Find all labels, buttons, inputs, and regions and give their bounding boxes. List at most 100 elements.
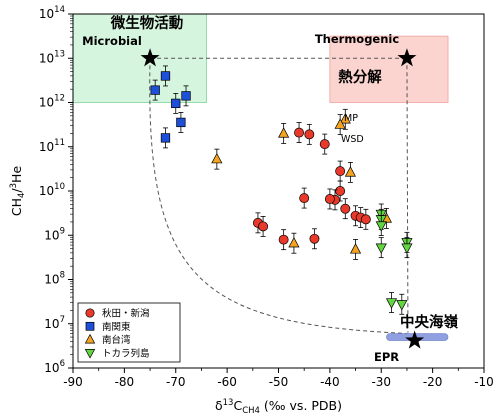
region-layer (72, 13, 449, 103)
y-tick-label: 107 (44, 315, 65, 331)
x-tick-label: -20 (423, 375, 443, 389)
marker-square (160, 71, 171, 81)
marker-square (181, 91, 191, 101)
data-point (335, 160, 346, 182)
y-tick-label: 1010 (39, 182, 65, 198)
x-tick-label: -60 (217, 375, 237, 389)
marker-square (176, 117, 186, 128)
y-tick-label: 106 (44, 359, 65, 375)
annotation-mp: MP (344, 113, 358, 124)
data-point (171, 92, 181, 114)
marker-triangle-down (375, 243, 387, 254)
star-thermogenic-end (397, 48, 417, 67)
y-tick-label: 1012 (39, 94, 65, 110)
legend-label: 秋田・新潟 (102, 308, 150, 320)
mixing-line-right (406, 58, 409, 333)
data-point (344, 162, 357, 183)
x-tick-label: -30 (371, 375, 391, 389)
y-tick-label: 1011 (39, 138, 65, 154)
legend-label: 南関東 (102, 321, 131, 333)
y-axis-title: CH4/3He (9, 166, 27, 217)
data-point (160, 127, 171, 149)
x-axis-title: δ13CCH4 (‰ vs. PDB) (215, 398, 342, 416)
data-point (299, 187, 310, 209)
end-member-layer (140, 48, 425, 349)
data-point-layer (150, 65, 413, 315)
marker-triangle-up (339, 113, 351, 124)
data-point (258, 215, 269, 237)
data-point (340, 198, 351, 220)
marker-circle (324, 194, 335, 204)
y-tick-label: 1014 (39, 5, 65, 21)
region-microbial-ja-label: 微生物活動 (110, 14, 184, 32)
data-point (375, 237, 387, 259)
x-tick-label: -40 (320, 375, 340, 389)
region-thermogenic-label: Thermogenic (315, 32, 400, 46)
marker-triangle-down (401, 243, 413, 254)
y-tick-label: 108 (44, 271, 65, 287)
data-point (396, 293, 408, 315)
marker-circle (340, 203, 351, 214)
region-microbial-label: Microbial (82, 34, 142, 48)
marker-circle (294, 127, 304, 138)
data-point (211, 148, 223, 170)
marker-square (160, 133, 171, 143)
annotation-wsd: WSD (341, 134, 364, 145)
marker-triangle-up (344, 166, 357, 177)
data-point (349, 239, 362, 260)
annotation-layer: 微生物活動 Microbial Thermogenic 熱分解 MP WSD 中央海嶺 EPR (82, 14, 458, 364)
data-point (360, 208, 371, 230)
marker-triangle-up (288, 236, 300, 248)
mixing-curve-microbial (149, 58, 407, 334)
x-tick-label: -90 (63, 375, 83, 389)
marker-circle (278, 234, 289, 245)
data-point (319, 133, 330, 155)
data-point (150, 79, 160, 101)
marker-triangle-down (396, 300, 408, 311)
marker-circle (309, 233, 320, 244)
marker-triangle-up (349, 243, 362, 254)
marker-circle (304, 129, 315, 140)
annotation-epr: EPR (374, 350, 399, 364)
marker-square (150, 85, 160, 95)
marker-triangle-up (278, 127, 290, 138)
data-point (324, 188, 335, 210)
data-point (309, 228, 320, 250)
data-point (176, 112, 186, 133)
marker-circle (299, 193, 310, 204)
marker-circle (360, 214, 371, 225)
marker-triangle-up (334, 118, 346, 129)
axes-layer: -90 -80 -70 -60 -50 -40 -30 -20 -10 106 107 108 109 1… (9, 5, 494, 416)
marker-circle (335, 166, 346, 177)
data-point (334, 114, 346, 136)
region-microbial (72, 13, 207, 103)
data-point (181, 85, 191, 107)
region-thermogenic-ja-label: 熱分解 (338, 68, 382, 86)
data-point (339, 108, 351, 130)
region-thermogenic (329, 35, 449, 103)
data-point (385, 292, 398, 313)
y-tick-label: 109 (44, 226, 65, 242)
data-point (375, 215, 387, 236)
legend-label: 南台湾 (102, 334, 131, 346)
x-tick-label: -50 (269, 375, 289, 389)
marker-triangle-up (211, 152, 223, 164)
marker-circle (258, 221, 269, 232)
marker-circle (319, 139, 330, 150)
x-tick-label: -80 (115, 375, 135, 389)
legend-marker-square (85, 321, 95, 331)
marker-circle (335, 186, 346, 196)
marker-square (171, 98, 181, 109)
legend-marker-triangle-down (84, 349, 96, 359)
annotation-central-ridge: 中央海嶺 (400, 313, 458, 331)
star-mantle-end (405, 330, 425, 349)
data-point (288, 232, 300, 254)
legend-box (77, 302, 181, 363)
y-tick-label: 1013 (39, 49, 65, 65)
marker-triangle-down (385, 298, 398, 309)
data-point (401, 237, 413, 259)
data-point (294, 122, 304, 143)
data-point (304, 123, 315, 145)
